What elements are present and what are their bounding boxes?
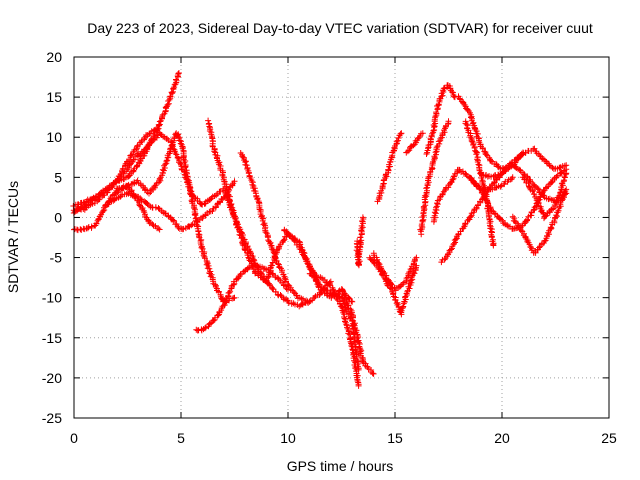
data-layer [70, 70, 570, 389]
y-tick-label: 10 [46, 129, 62, 145]
series-arc28 [509, 186, 570, 256]
series-arc14 [339, 286, 377, 377]
series-arc15-points [353, 214, 367, 269]
series-arc28-points [509, 186, 570, 256]
series-arc29 [519, 170, 570, 222]
y-tick-label: 15 [46, 89, 62, 105]
y-tick-label: 20 [46, 49, 62, 65]
y-tick-label: -10 [42, 290, 62, 306]
series-arc9 [205, 117, 313, 310]
series-arc14-points [339, 286, 377, 377]
axis-ticks: 0 5 10 15 20 25 -25 -20 -15 -10 -5 0 5 10 15 20 [42, 49, 617, 446]
series-arc19 [403, 130, 426, 156]
series-arc21-points [423, 82, 458, 157]
series-arc29-points [519, 170, 570, 222]
series-arc15 [353, 214, 367, 269]
x-tick-label: 5 [177, 430, 185, 446]
series-arc27-points [477, 162, 570, 205]
x-axis-label: GPS time / hours [287, 458, 394, 474]
series-arc13-points [306, 270, 362, 389]
series-arc18 [370, 250, 420, 294]
y-tick-label: -20 [42, 370, 62, 386]
y-tick-label: 5 [54, 169, 62, 185]
series-arc19-points [403, 130, 426, 156]
x-tick-label: 25 [601, 430, 617, 446]
series-arc17-points [374, 130, 405, 205]
plot-frame [73, 56, 610, 419]
series-arc9-points [205, 117, 313, 310]
series-arc27 [477, 162, 570, 205]
x-tick-label: 10 [280, 430, 296, 446]
series-arc21 [423, 82, 458, 157]
series-arc17 [374, 130, 405, 205]
x-tick-label: 15 [387, 430, 403, 446]
y-tick-label: -25 [42, 410, 62, 426]
series-arc26 [462, 118, 497, 249]
y-tick-label: -15 [42, 330, 62, 346]
x-tick-label: 0 [70, 430, 78, 446]
series-arc13 [306, 270, 362, 389]
series-arc20 [417, 118, 452, 238]
series-arc18-points [370, 250, 420, 294]
y-tick-label: 0 [54, 209, 62, 225]
y-tick-label: -5 [50, 250, 63, 266]
chart-title: Day 223 of 2023, Sidereal Day-to-day VTE… [87, 20, 593, 36]
series-arc8 [193, 262, 291, 334]
series-arc26-points [462, 118, 497, 249]
y-axis-label: SDTVAR / TECUs [5, 181, 21, 293]
series-arc20-points [417, 118, 452, 238]
series-arc8-points [193, 262, 291, 334]
x-tick-label: 20 [494, 430, 510, 446]
grid [74, 57, 609, 418]
